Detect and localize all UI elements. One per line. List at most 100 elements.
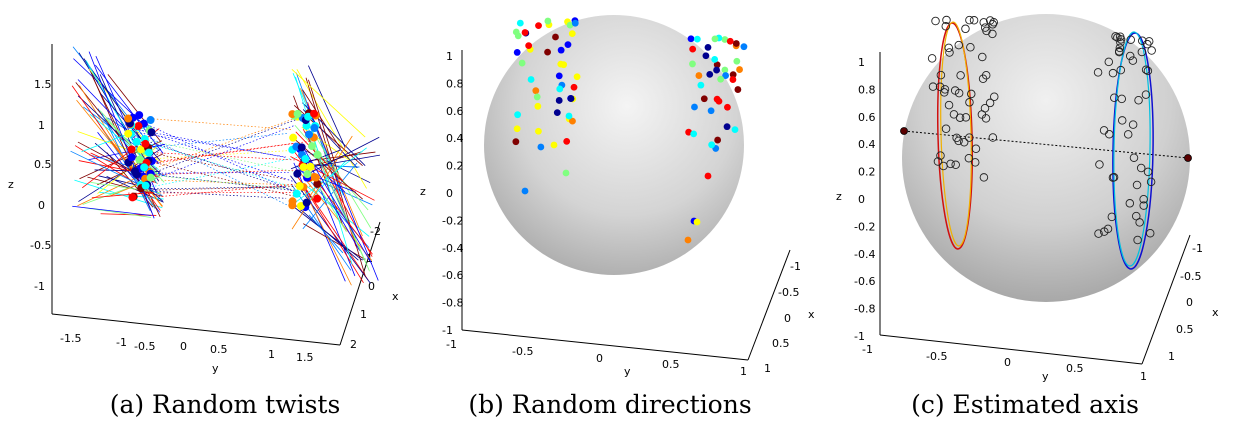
estimated-point <box>933 157 943 166</box>
twist-line <box>302 89 341 149</box>
direction-point <box>689 45 697 53</box>
y-tick: -0.5 <box>512 345 533 358</box>
z-tick: 0.2 <box>858 166 876 179</box>
estimated-point <box>944 43 954 53</box>
estimated-point <box>1104 57 1114 67</box>
estimated-point <box>985 98 995 108</box>
direction-point <box>717 75 725 83</box>
direction-point <box>697 81 705 89</box>
y-tick: 1 <box>740 365 747 378</box>
y-tick: 1.5 <box>296 351 314 364</box>
twist-point <box>292 189 301 198</box>
direction-point <box>537 143 545 151</box>
x-tick: -1 <box>362 252 373 265</box>
estimated-point <box>1116 38 1125 47</box>
panel-c: 1 0.8 0.6 0.4 0.2 0 -0.2 -0.4 -0.6 -0.8 -1 z -1 -0… <box>836 14 1219 383</box>
estimated-point <box>971 144 981 154</box>
y-tick: -1 <box>116 336 127 349</box>
estimated-point <box>1108 173 1118 182</box>
twist-points <box>124 109 322 212</box>
fitted-circle-right <box>1112 31 1154 270</box>
estimated-point <box>1103 224 1113 234</box>
direction-point <box>693 35 701 43</box>
twist-point <box>302 198 311 207</box>
z-axis-label: z <box>420 185 426 198</box>
twist-point <box>295 181 304 190</box>
z-tick: 0 <box>38 199 45 212</box>
estimated-point <box>940 85 950 94</box>
twist-line <box>296 69 367 189</box>
estimated-point <box>1093 68 1103 77</box>
estimated-point <box>990 92 999 101</box>
x-tick: -1 <box>1192 242 1203 255</box>
estimated-point <box>961 24 970 34</box>
estimated-point <box>965 98 974 107</box>
panel-a-ytick-labels: -1.5 -1 -0.5 0 0.5 1 1.5 <box>60 332 314 364</box>
estimated-point <box>1115 43 1125 53</box>
estimated-point <box>1116 35 1126 44</box>
z-tick: 1 <box>38 119 45 132</box>
twist-point <box>305 130 314 139</box>
twist-connector <box>145 190 287 199</box>
direction-point <box>560 61 568 69</box>
z-tick: -0.6 <box>442 269 463 282</box>
y-tick: -0.5 <box>134 340 155 353</box>
direction-point <box>734 86 742 93</box>
estimated-point <box>1135 218 1144 227</box>
z-tick: -0.8 <box>442 297 463 310</box>
twist-point <box>144 148 153 157</box>
panel-c-ytick-labels: -1 -0.5 0 0.5 1 <box>862 343 1147 383</box>
estimated-point <box>956 71 965 80</box>
direction-point <box>544 48 551 56</box>
twist-point <box>307 142 316 151</box>
estimated-point <box>978 52 987 62</box>
twist-line <box>293 206 363 261</box>
twist-point <box>297 143 306 152</box>
z-tick: 0.6 <box>446 105 464 118</box>
estimated-point <box>961 113 971 122</box>
y-tick: 0.5 <box>210 343 228 356</box>
x-tick: 0.5 <box>772 337 790 350</box>
direction-point <box>544 17 552 25</box>
estimated-point <box>952 133 961 143</box>
y-axis-label: y <box>212 362 219 375</box>
twist-connector <box>136 151 305 161</box>
direction-point <box>711 55 719 63</box>
direction-point <box>553 109 561 117</box>
direction-point <box>721 66 729 74</box>
z-tick: -0.5 <box>30 239 51 252</box>
direction-point <box>533 93 541 101</box>
x-axis-label: x <box>808 308 815 321</box>
estimated-point <box>1108 68 1118 78</box>
direction-point <box>534 102 542 110</box>
twist-connector <box>151 185 313 191</box>
z-tick: -0.8 <box>854 303 875 316</box>
twist-line <box>91 191 154 199</box>
twist-connector <box>153 175 304 191</box>
z-tick: -0.4 <box>854 248 875 261</box>
y-tick: 0 <box>180 340 187 353</box>
direction-point <box>513 125 521 133</box>
direction-point <box>571 19 579 27</box>
twist-point <box>140 163 149 172</box>
twist-connector <box>149 118 292 130</box>
twist-connector <box>131 137 290 187</box>
direction-point <box>693 218 701 226</box>
twist-point <box>306 162 315 171</box>
direction-point <box>566 21 574 29</box>
direction-point <box>535 22 542 30</box>
z-tick: 1 <box>858 56 865 69</box>
direction-point <box>567 95 575 102</box>
estimated-point <box>1099 126 1109 135</box>
estimated-point <box>1111 32 1120 41</box>
twist-connector <box>140 179 296 186</box>
caption-b: (b) Random directions <box>468 390 751 419</box>
direction-point <box>521 29 529 36</box>
fitted-circle-left <box>937 21 973 250</box>
direction-point <box>704 172 712 180</box>
twist-lines <box>70 46 380 286</box>
direction-point <box>516 19 524 27</box>
twist-connector <box>137 119 293 192</box>
twist-line <box>94 142 164 202</box>
estimated-point <box>1136 163 1146 173</box>
